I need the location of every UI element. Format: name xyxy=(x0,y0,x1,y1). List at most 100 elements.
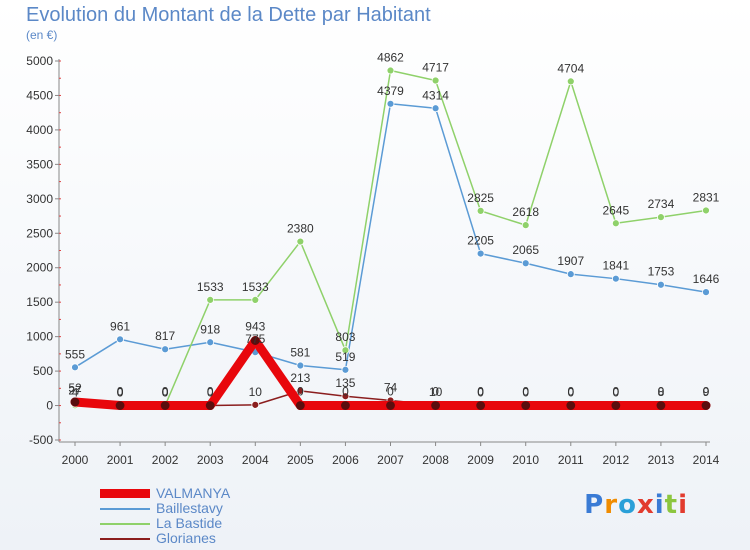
data-label-glorianes: 0 xyxy=(162,386,169,400)
data-label-baillestavy: 2065 xyxy=(512,243,539,257)
legend-swatch-la-bastide xyxy=(100,523,150,525)
data-point-valmanya xyxy=(70,397,80,407)
data-label-la-bastide: 2618 xyxy=(512,205,539,219)
data-label-baillestavy: 1753 xyxy=(648,265,675,279)
logo-letter: r xyxy=(604,490,619,520)
data-point-la-bastide xyxy=(521,221,530,230)
data-point-valmanya xyxy=(160,401,170,410)
data-point-baillestavy xyxy=(431,104,440,113)
y-tick-label: 3000 xyxy=(26,192,53,206)
logo-letter: t xyxy=(664,490,679,520)
y-tick-label: 4500 xyxy=(26,88,53,102)
data-label-glorianes: 0 xyxy=(477,386,484,400)
data-point-baillestavy xyxy=(206,338,215,347)
y-tick-label: 2500 xyxy=(26,226,53,240)
legend-swatch-baillestavy xyxy=(100,508,150,510)
x-tick-label: 2011 xyxy=(558,453,584,467)
data-label-valmanya: 0 xyxy=(162,385,169,399)
data-label-la-bastide: 2645 xyxy=(603,203,630,217)
data-label-la-bastide: 2380 xyxy=(287,222,314,236)
x-tick-label: 2013 xyxy=(648,453,675,467)
y-tick-label: 1500 xyxy=(26,295,53,309)
data-point-baillestavy xyxy=(476,249,485,258)
y-tick-label: 3500 xyxy=(26,157,53,171)
data-point-la-bastide xyxy=(296,237,305,246)
data-point-la-bastide xyxy=(566,77,575,86)
data-point-baillestavy xyxy=(71,363,79,372)
data-label-valmanya: 52 xyxy=(68,381,82,395)
chart-title: Evolution du Montant de la Dette par Hab… xyxy=(26,4,431,26)
data-point-la-bastide xyxy=(702,206,710,215)
data-label-valmanya: 943 xyxy=(245,320,265,334)
data-label-baillestavy: 519 xyxy=(335,350,355,364)
data-label-baillestavy: 961 xyxy=(110,319,130,333)
chart-subtitle: (en €) xyxy=(26,28,58,42)
data-label-la-bastide: 2831 xyxy=(693,190,720,204)
data-point-baillestavy xyxy=(702,288,710,297)
data-label-glorianes: 0 xyxy=(522,386,529,400)
data-label-valmanya: 0 xyxy=(613,385,620,399)
x-tick-label: 2006 xyxy=(332,453,359,467)
data-label-glorianes: 27 xyxy=(68,384,82,398)
data-label-la-bastide: 1533 xyxy=(197,280,224,294)
data-label-la-bastide: 0 xyxy=(117,386,124,400)
logo-letter: i xyxy=(654,490,665,520)
data-point-valmanya xyxy=(476,401,486,410)
data-label-baillestavy: 581 xyxy=(290,346,310,360)
data-label-baillestavy: 775 xyxy=(245,332,265,346)
data-label-glorianes: 74 xyxy=(384,380,398,394)
data-point-la-bastide xyxy=(431,76,440,85)
data-point-la-bastide xyxy=(206,296,215,304)
data-label-valmanya: 0 xyxy=(117,385,124,399)
y-tick-label: 500 xyxy=(33,364,53,378)
data-point-glorianes xyxy=(296,386,305,395)
data-label-baillestavy: 1907 xyxy=(557,254,584,268)
data-point-baillestavy xyxy=(386,99,395,108)
legend-label-valmanya: VALMANYA xyxy=(156,485,231,501)
data-point-valmanya xyxy=(115,401,125,410)
data-point-baillestavy xyxy=(521,259,530,268)
data-label-baillestavy: 4314 xyxy=(422,88,449,102)
data-point-valmanya xyxy=(295,401,305,410)
data-point-baillestavy xyxy=(657,280,665,289)
x-tick-label: 2004 xyxy=(242,453,269,467)
data-point-glorianes xyxy=(341,392,350,401)
data-label-la-bastide: 803 xyxy=(335,330,355,344)
data-point-valmanya xyxy=(341,401,350,410)
y-tick-label: 5000 xyxy=(26,54,53,68)
data-label-valmanya: 0 xyxy=(207,385,214,399)
legend-swatch-valmanya xyxy=(100,489,150,498)
data-label-baillestavy: 918 xyxy=(200,322,220,336)
data-point-la-bastide xyxy=(476,206,485,215)
series-line-la-bastide xyxy=(74,69,707,407)
data-point-valmanya xyxy=(521,401,531,410)
data-label-valmanya: 0 xyxy=(432,385,439,399)
x-tick-label: 2005 xyxy=(287,453,314,467)
data-label-baillestavy: 4379 xyxy=(377,84,404,98)
legend-label-baillestavy: Baillestavy xyxy=(156,500,223,516)
data-label-la-bastide: 4862 xyxy=(377,51,404,65)
legend-label-la-bastide: La Bastide xyxy=(156,515,223,531)
data-label-la-bastide: 2825 xyxy=(467,191,494,205)
data-point-la-bastide xyxy=(611,219,620,228)
y-tick-label: 1000 xyxy=(26,330,53,344)
data-label-la-bastide: 0 xyxy=(162,386,169,400)
data-label-baillestavy: 817 xyxy=(155,329,175,343)
data-point-la-bastide xyxy=(341,346,350,355)
data-point-la-bastide xyxy=(386,66,395,75)
x-tick-label: 2003 xyxy=(197,453,224,467)
data-label-glorianes: 0 xyxy=(207,386,214,400)
data-label-glorianes: 8 xyxy=(658,385,665,399)
data-point-baillestavy xyxy=(296,361,305,370)
data-label-baillestavy: 1841 xyxy=(603,259,630,273)
y-tick-label: 0 xyxy=(46,399,53,413)
data-label-baillestavy: 2205 xyxy=(467,234,494,248)
data-label-la-bastide: 1533 xyxy=(242,280,269,294)
x-tick-label: 2014 xyxy=(693,453,720,467)
data-label-valmanya: 0 xyxy=(387,385,394,399)
data-point-valmanya xyxy=(611,401,621,410)
x-tick-label: 2000 xyxy=(62,453,89,467)
x-tick-label: 2010 xyxy=(512,453,539,467)
